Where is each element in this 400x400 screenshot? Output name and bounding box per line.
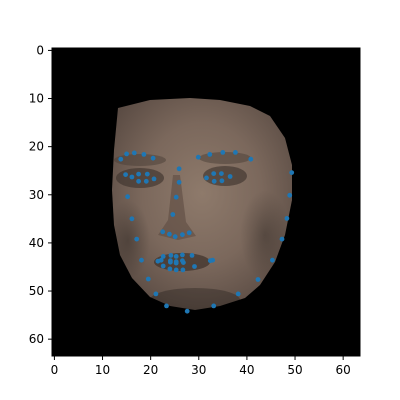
- landmark-point: [151, 176, 157, 182]
- landmark-point: [181, 260, 186, 265]
- landmark-point: [144, 171, 150, 177]
- landmark-point: [284, 216, 290, 221]
- landmark-point: [136, 171, 142, 177]
- landmark-point: [219, 178, 225, 184]
- landmark-point: [211, 303, 217, 309]
- landmark-point: [204, 175, 209, 181]
- landmark-point: [123, 172, 128, 178]
- landmark-point: [118, 156, 124, 162]
- landmark-point: [124, 151, 129, 157]
- landmark-point: [143, 178, 149, 184]
- landmark-point: [153, 291, 159, 297]
- x-tick-label: 10: [95, 363, 110, 377]
- landmark-point: [139, 257, 144, 263]
- image-area: [52, 48, 360, 356]
- landmark-point: [167, 231, 172, 237]
- landmark-point: [164, 303, 169, 309]
- axes-frame: [51, 47, 361, 357]
- landmark-point: [160, 229, 166, 235]
- landmark-point: [173, 267, 179, 273]
- landmark-point: [180, 267, 186, 273]
- landmark-point: [186, 230, 192, 236]
- left-eye-shadow: [116, 168, 164, 188]
- y-tick-label: 60: [29, 332, 44, 346]
- x-tick-label: 40: [239, 363, 254, 377]
- right-cheek-shade: [240, 190, 290, 280]
- landmark-point: [279, 236, 285, 242]
- chin-shade: [150, 288, 240, 312]
- landmark-point: [289, 170, 295, 176]
- landmark-point: [248, 156, 254, 162]
- landmark-point: [136, 178, 142, 184]
- landmark-point: [255, 277, 261, 282]
- x-tick-label: 30: [191, 363, 206, 377]
- landmark-point: [287, 192, 293, 198]
- y-tick-label: 10: [29, 92, 44, 106]
- landmark-point: [173, 194, 179, 200]
- right-eye-shadow: [203, 166, 247, 186]
- landmark-point: [207, 258, 213, 264]
- y-tick-label: 40: [29, 236, 44, 250]
- landmark-point: [219, 171, 224, 177]
- landmark-point: [211, 171, 217, 177]
- y-tick-label: 50: [29, 284, 44, 298]
- landmark-point: [172, 234, 178, 240]
- landmark-point: [168, 259, 173, 265]
- landmark-point: [150, 155, 156, 161]
- landmark-point: [160, 254, 166, 259]
- landmark-point: [227, 174, 233, 179]
- left-cheek-shade: [106, 200, 150, 280]
- landmark-point: [176, 166, 182, 172]
- x-axis-ticks: 0 10 20 30 40 50 60: [51, 356, 351, 377]
- nose-shadow: [158, 175, 196, 240]
- landmark-point: [167, 266, 173, 272]
- landmark-point: [176, 179, 182, 185]
- landmark-point: [129, 174, 135, 180]
- y-tick-label: 20: [29, 140, 44, 154]
- y-tick-label: 0: [36, 43, 44, 57]
- y-tick-label: 30: [29, 188, 44, 202]
- x-tick-label: 20: [143, 363, 158, 377]
- landmark-point: [192, 264, 197, 269]
- landmark-point: [141, 152, 147, 157]
- landmark-point: [270, 257, 275, 263]
- landmark-point: [131, 150, 137, 156]
- landmark-point: [173, 254, 179, 259]
- landmark-point: [220, 150, 226, 155]
- landmark-points: [118, 150, 295, 314]
- landmark-point: [211, 178, 217, 184]
- x-tick-label: 60: [336, 363, 351, 377]
- landmark-point: [235, 291, 241, 297]
- landmark-point: [233, 150, 238, 155]
- landmark-point: [180, 252, 185, 258]
- landmark-point: [195, 154, 201, 160]
- right-brow-shadow: [199, 152, 251, 164]
- landmark-point: [145, 276, 151, 282]
- landmark-point: [180, 232, 185, 238]
- landmark-point: [173, 260, 179, 266]
- landmark-point: [168, 253, 174, 258]
- y-axis-ticks: 0 10 20 30 40 50 60: [29, 43, 52, 346]
- landmark-point: [158, 257, 164, 263]
- landmark-point: [170, 212, 176, 217]
- landmark-point: [134, 236, 140, 242]
- landmark-point: [189, 253, 195, 258]
- landmark-point: [184, 308, 190, 314]
- landmark-point: [207, 152, 213, 157]
- landmark-point: [129, 216, 135, 222]
- x-tick-label: 0: [51, 363, 59, 377]
- x-tick-label: 50: [287, 363, 302, 377]
- landmark-point: [160, 263, 166, 269]
- landmark-point: [125, 194, 130, 200]
